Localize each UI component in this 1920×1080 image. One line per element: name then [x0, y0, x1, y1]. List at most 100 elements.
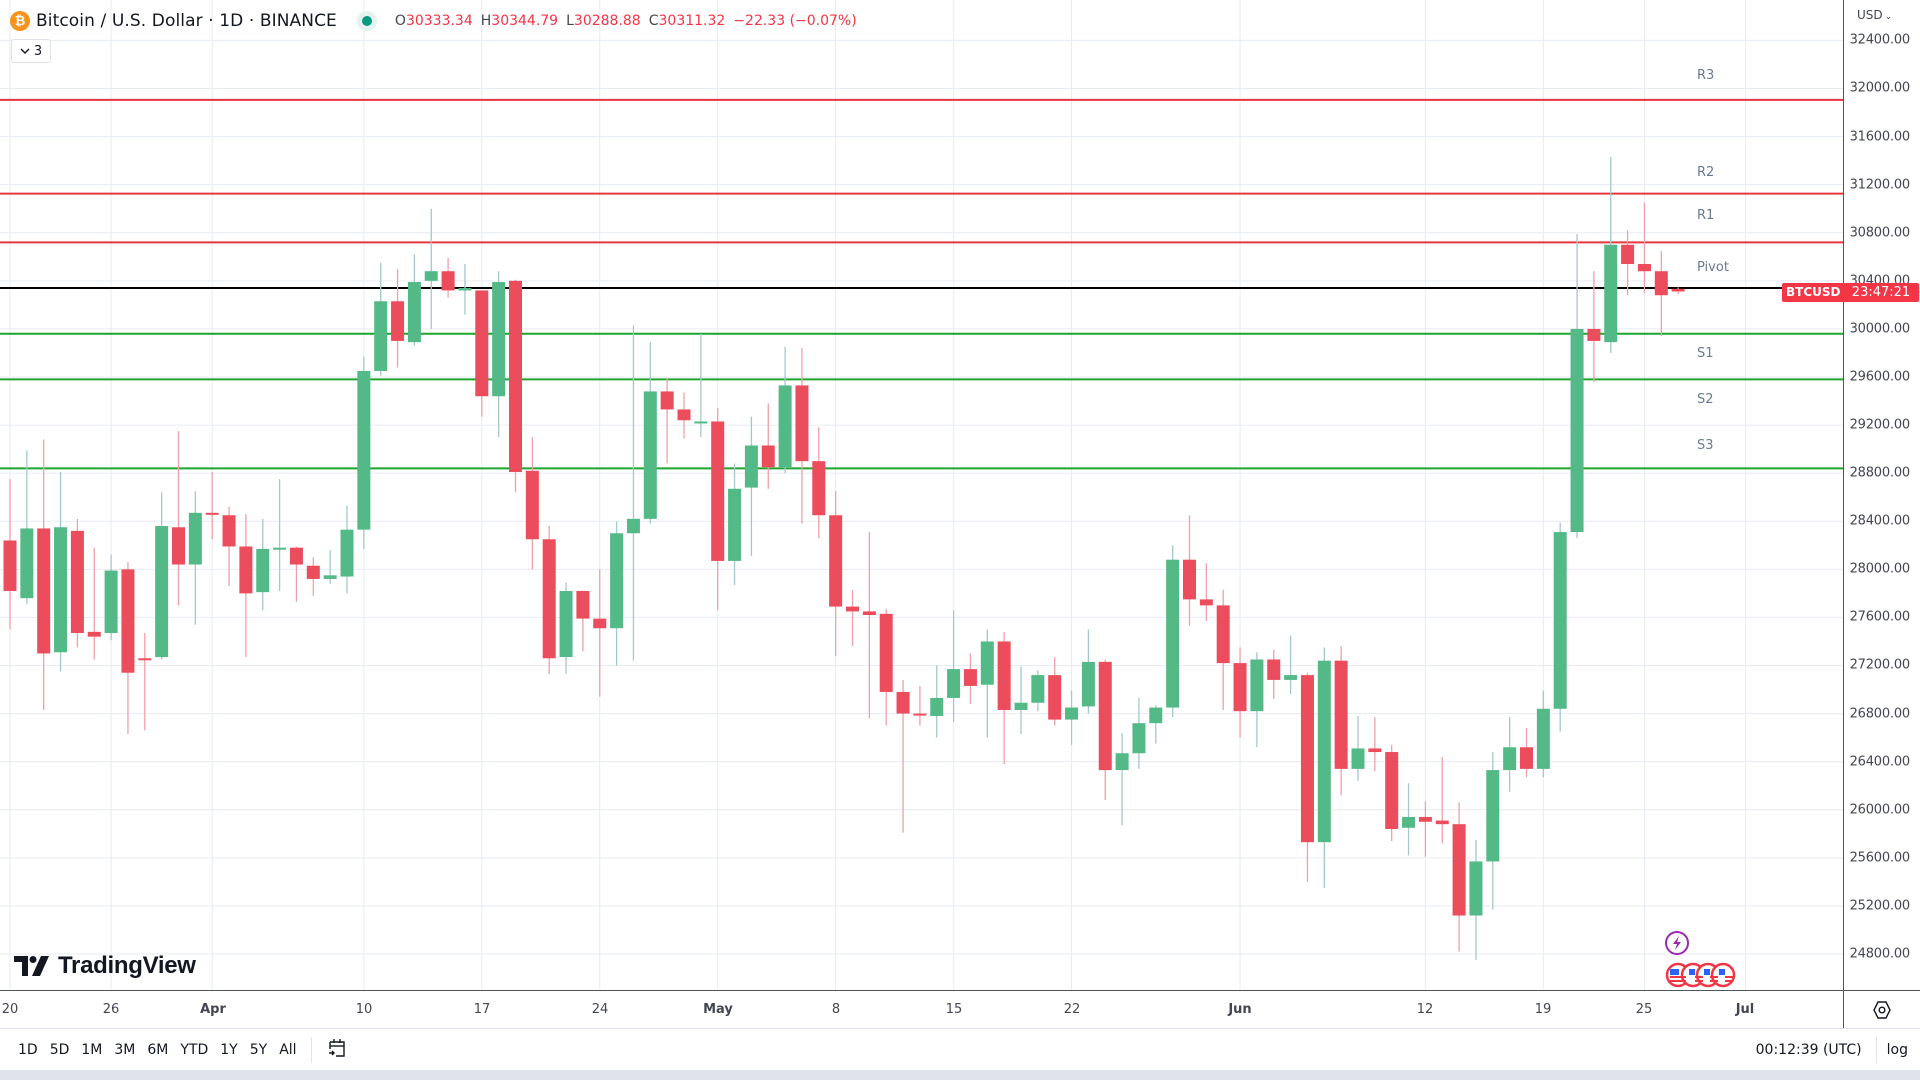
candle[interactable]: [1014, 666, 1028, 735]
candle[interactable]: [54, 471, 68, 672]
candle[interactable]: [1065, 690, 1079, 745]
candle[interactable]: [87, 547, 101, 660]
candle[interactable]: [1216, 589, 1230, 710]
candle[interactable]: [896, 679, 910, 833]
candle[interactable]: [1334, 646, 1348, 796]
candle[interactable]: [913, 685, 927, 726]
candle[interactable]: [1132, 697, 1146, 769]
candle[interactable]: [1183, 515, 1196, 626]
candle[interactable]: [1149, 705, 1163, 744]
candle[interactable]: [273, 479, 287, 591]
candle[interactable]: [930, 665, 944, 738]
candle[interactable]: [1587, 271, 1601, 382]
candle[interactable]: [1621, 230, 1635, 296]
candle[interactable]: [172, 431, 185, 606]
candle[interactable]: [879, 608, 893, 726]
candle[interactable]: [761, 403, 775, 489]
candle[interactable]: [323, 550, 337, 584]
candle[interactable]: [441, 257, 455, 298]
market-open-dot-icon[interactable]: [356, 11, 377, 31]
candle[interactable]: [1637, 202, 1651, 293]
utc-clock[interactable]: 00:12:39 (UTC): [1755, 1042, 1862, 1058]
candle[interactable]: [1317, 647, 1331, 888]
candle[interactable]: [391, 268, 405, 368]
candle[interactable]: [138, 633, 152, 731]
us-flag-event-icons[interactable]: [1665, 962, 1736, 988]
candle[interactable]: [1166, 545, 1180, 718]
candle[interactable]: [593, 569, 607, 697]
candle[interactable]: [1115, 732, 1129, 826]
currency-selector[interactable]: USD ⌄: [1857, 8, 1892, 22]
range-button-all[interactable]: All: [279, 1041, 297, 1058]
candle[interactable]: [980, 629, 994, 738]
candle[interactable]: [3, 479, 17, 630]
candle[interactable]: [1081, 629, 1095, 714]
candle[interactable]: [1435, 756, 1449, 844]
log-scale-toggle[interactable]: log: [1886, 1042, 1908, 1058]
candle[interactable]: [1503, 717, 1517, 792]
candle[interactable]: [677, 392, 691, 439]
range-button-1y[interactable]: 1Y: [220, 1041, 238, 1058]
candle[interactable]: [1418, 801, 1432, 857]
candle[interactable]: [1469, 839, 1483, 961]
candlestick-chart[interactable]: [0, 0, 1843, 990]
candle[interactable]: [1654, 250, 1668, 337]
candle[interactable]: [239, 514, 253, 658]
candle[interactable]: [1385, 744, 1399, 842]
candle[interactable]: [70, 518, 84, 648]
candle[interactable]: [37, 439, 51, 710]
candle[interactable]: [424, 208, 438, 329]
candle[interactable]: [1351, 715, 1365, 781]
candle[interactable]: [559, 582, 573, 674]
range-button-6m[interactable]: 6M: [147, 1041, 169, 1058]
range-button-1d[interactable]: 1D: [18, 1041, 38, 1058]
candle[interactable]: [1553, 522, 1567, 732]
candle[interactable]: [1570, 233, 1584, 539]
candle[interactable]: [795, 348, 809, 524]
candle[interactable]: [1452, 802, 1466, 952]
range-button-5d[interactable]: 5D: [49, 1041, 70, 1058]
candle[interactable]: [1604, 157, 1618, 353]
candle[interactable]: [475, 290, 489, 417]
candle[interactable]: [1300, 672, 1314, 882]
candle[interactable]: [1098, 659, 1112, 801]
candle[interactable]: [509, 279, 522, 493]
tradingview-logo[interactable]: TradingView: [14, 952, 196, 980]
candle[interactable]: [1520, 728, 1533, 778]
candle[interactable]: [458, 263, 472, 315]
range-button-1m[interactable]: 1M: [81, 1041, 103, 1058]
time-axis[interactable]: 20 26 Apr 10 17 24 May 8 15 22 Jun 12 19 25 Jul: [0, 990, 1843, 1028]
candle[interactable]: [1267, 649, 1281, 700]
candle[interactable]: [576, 590, 590, 652]
candle[interactable]: [643, 342, 657, 524]
candle[interactable]: [357, 356, 371, 549]
candle[interactable]: [222, 506, 236, 587]
candle[interactable]: [542, 526, 556, 674]
candle[interactable]: [610, 521, 624, 666]
candle[interactable]: [289, 546, 303, 602]
candle[interactable]: [256, 518, 270, 611]
candle[interactable]: [121, 562, 135, 735]
candle[interactable]: [1486, 752, 1500, 910]
candle[interactable]: [1048, 657, 1062, 726]
chart-pane[interactable]: ₿ Bitcoin / U.S. Dollar · 1D · BINANCE O…: [0, 0, 1843, 990]
lightning-event-icon[interactable]: [1665, 931, 1689, 955]
candle[interactable]: [1199, 563, 1213, 622]
price-axis[interactable]: USD ⌄ 32400.00 32000.00 31600.00 31200.00 308…: [1843, 0, 1920, 990]
candle[interactable]: [660, 378, 674, 464]
goto-date-button[interactable]: [320, 1037, 354, 1063]
candle[interactable]: [862, 532, 876, 719]
candle[interactable]: [492, 271, 506, 438]
chart-settings-button[interactable]: [1843, 990, 1920, 1028]
candle[interactable]: [374, 262, 388, 376]
candle[interactable]: [947, 610, 961, 722]
candle[interactable]: [1284, 635, 1298, 695]
candle[interactable]: [846, 589, 859, 647]
candle[interactable]: [188, 491, 202, 625]
range-button-5y[interactable]: 5Y: [249, 1041, 268, 1058]
candle[interactable]: [104, 554, 118, 641]
candle[interactable]: [744, 416, 758, 557]
candle[interactable]: [155, 492, 169, 660]
candle[interactable]: [1233, 647, 1247, 738]
candle[interactable]: [812, 427, 826, 539]
